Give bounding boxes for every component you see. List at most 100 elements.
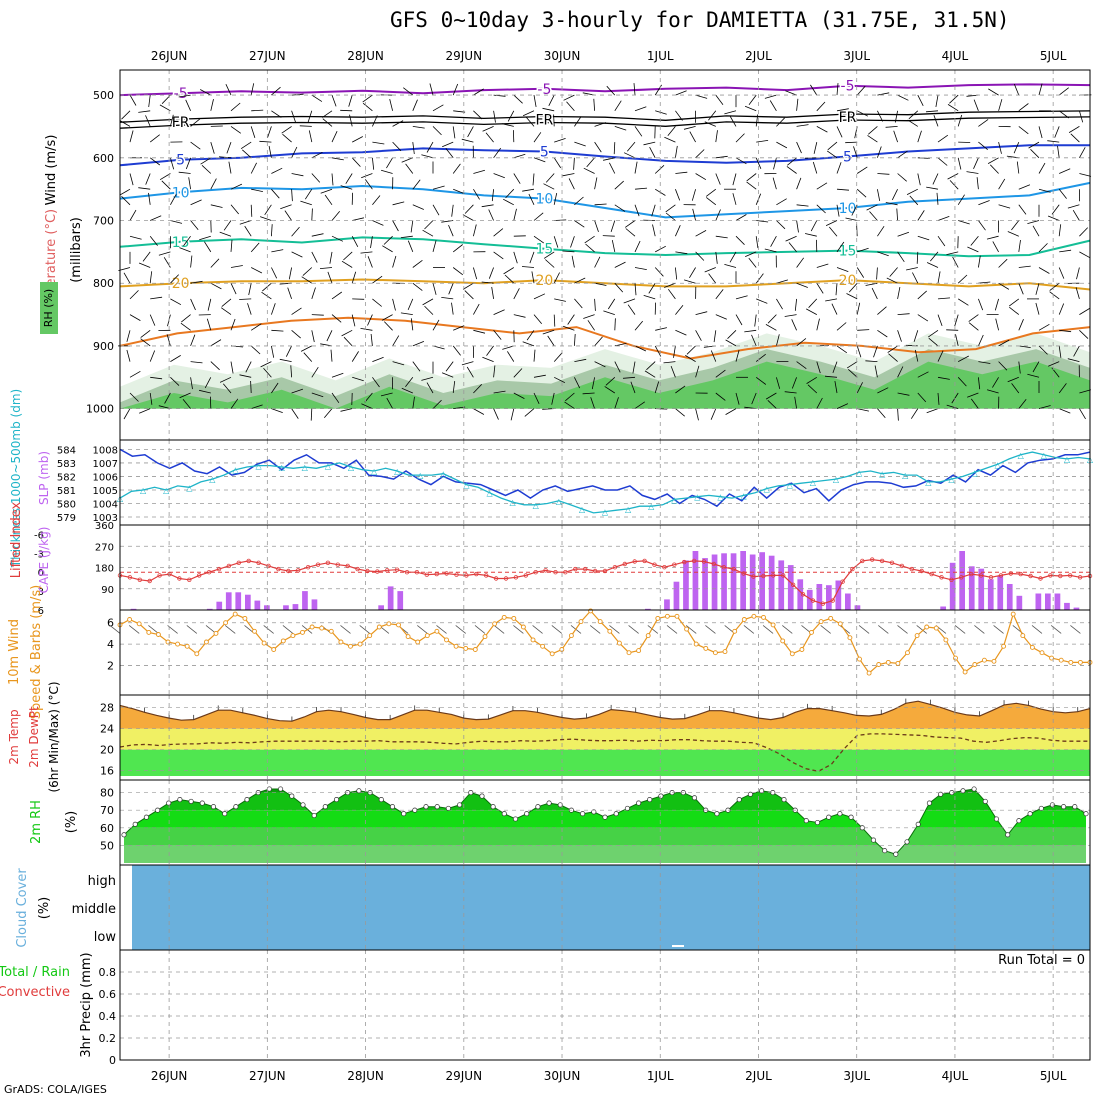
isotherm-label: 10 [172,185,190,201]
wind-barb [424,305,434,315]
wind-barb [264,204,272,216]
wind-barb [695,230,707,237]
wind-barb [851,204,858,216]
thickness-marker: △ [948,475,955,484]
wind-barb [467,126,474,138]
wind-barb-10m [436,625,447,634]
wind-barb [364,392,373,403]
wind-barb [816,101,826,112]
wind-barb [610,220,616,233]
wind-barb [190,298,196,311]
wind-barb [978,361,991,364]
wind-barb [906,188,918,195]
wind-barb [772,177,777,190]
wind-barb [311,233,324,237]
wind-barb [614,361,621,373]
lifted-index-marker [919,568,924,574]
wind-barb [543,183,555,190]
wind-barb [998,178,1006,190]
lifted-index-marker [731,566,736,572]
lifted-index-marker [800,592,806,597]
wind-barb [291,251,303,258]
wind-barb [925,110,939,113]
thickness-marker: △ [810,478,817,487]
lifted-index-marker [810,598,816,603]
wind-barb [827,141,838,151]
date-label-bottom: 4JUL [942,1069,969,1083]
cape-bar [1073,607,1080,610]
wind-barb [1048,361,1060,367]
wind-speed-marker [1020,633,1026,639]
wind-barb [683,126,696,130]
rh-marker [613,811,619,817]
lifted-index-marker [177,576,182,581]
lifted-index-marker [959,575,964,580]
wind-barb [1008,298,1020,307]
thickness-marker: △ [417,471,424,480]
panel-frame [119,949,1091,1061]
cape-bar [854,605,861,610]
wind-barb [532,173,535,186]
wind-barb-10m [609,625,620,634]
lifted-index-marker [1038,576,1043,581]
wind-barb [836,345,848,354]
wind-barb [574,196,584,206]
wind-barb [897,150,908,159]
wind-barb [158,251,171,256]
lifted-index-marker [137,577,142,582]
wind-barb [204,377,212,389]
wind-barb [1018,361,1021,374]
wind-barb [917,392,927,403]
wind-barb [533,349,536,362]
rh-marker [781,797,787,803]
rh-marker [333,797,340,803]
cape-bar [721,553,727,610]
wind-barb [351,271,357,284]
lifted-index-marker [394,567,400,572]
lifted-index-marker [790,582,796,587]
wind-barb [937,235,946,247]
wind-barb [1058,383,1067,394]
wind-barb [644,370,656,378]
wind-barb [913,330,919,342]
wind-barb [1079,147,1086,158]
lifted-index-marker [157,573,162,578]
wind-barb [776,298,783,310]
wind-barb [251,267,263,274]
wind-barb [448,283,454,295]
wind-barb [251,109,264,112]
wind-barb [405,163,414,174]
rh-marker [893,851,899,857]
wind-barb [744,329,757,333]
lifted-index-line [119,558,1091,605]
wind-barb [461,138,474,143]
wind-barb [513,208,517,221]
wind-barb [400,235,413,238]
wind-barb [190,220,199,231]
wind-barb [1079,330,1089,339]
wind-barb [755,353,766,362]
ylabel-thickness: Thickness 1000~500mb (dm) [9,389,23,568]
wind-speed-marker [261,640,267,646]
wind-barb [998,204,1011,209]
lifted-index-marker [216,566,222,572]
cloud-level-label: high [88,874,116,889]
wind-barb [493,228,504,237]
lifted-index-marker [939,575,944,580]
wind-barb [361,403,373,409]
rh-marker [870,837,877,843]
wind-barb [150,296,163,300]
wind-barb [230,102,241,112]
wind-barb [1018,126,1029,135]
rh-marker [177,797,183,803]
wind-barb [624,220,636,228]
wind-speed-marker [472,647,478,652]
isotherm-label: -5 [537,82,551,98]
wind-barb [412,204,424,210]
wind-barb [302,267,313,276]
wind-barb [1073,345,1080,357]
lifted-index-marker [206,570,212,575]
date-label-bottom: 27JUN [249,1069,286,1083]
wind-barb [352,217,364,221]
wind-barb [955,334,959,346]
